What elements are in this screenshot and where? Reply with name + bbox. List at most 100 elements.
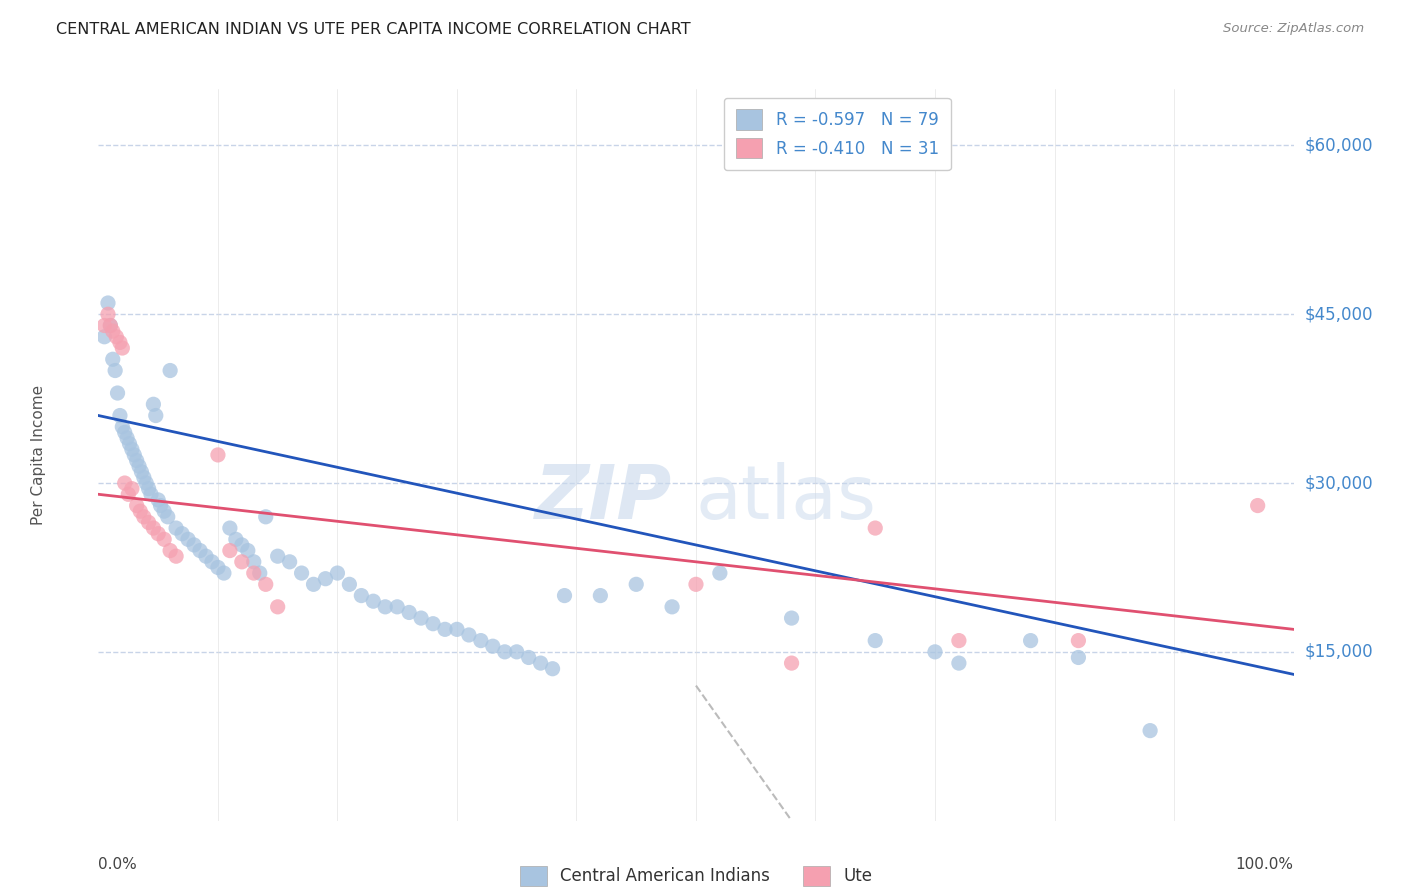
Point (138, 516, 160, 530)
Point (107, 386, 129, 401)
Point (201, 555, 224, 569)
Point (446, 623, 468, 637)
Point (125, 453, 148, 467)
Point (194, 549, 217, 564)
Point (225, 533, 247, 547)
Point (948, 633, 970, 648)
Text: ZIP: ZIP (534, 462, 672, 535)
Point (924, 645, 946, 659)
Point (231, 555, 253, 569)
Point (183, 538, 205, 552)
Point (661, 599, 683, 614)
Point (159, 363, 181, 377)
Point (243, 566, 266, 580)
Point (1019, 633, 1042, 648)
Point (159, 543, 181, 558)
Point (132, 509, 155, 524)
Point (129, 504, 152, 518)
Point (148, 526, 170, 541)
Text: $45,000: $45,000 (1305, 305, 1374, 323)
Point (337, 577, 360, 591)
Point (290, 566, 312, 580)
Point (254, 509, 277, 524)
Point (1246, 499, 1268, 513)
Point (219, 543, 242, 558)
Text: Source: ZipAtlas.com: Source: ZipAtlas.com (1223, 22, 1364, 36)
Point (128, 459, 150, 474)
Point (433, 623, 456, 637)
Point (470, 633, 492, 648)
Point (98, 318, 122, 333)
Point (132, 470, 155, 484)
Point (121, 442, 143, 457)
Point (148, 492, 170, 507)
Point (138, 482, 160, 496)
Point (142, 397, 165, 411)
Point (93, 318, 115, 333)
Point (105, 330, 128, 344)
Point (481, 639, 505, 653)
Text: CENTRAL AMERICAN INDIAN VS UTE PER CAPITA INCOME CORRELATION CHART: CENTRAL AMERICAN INDIAN VS UTE PER CAPIT… (56, 22, 690, 37)
Point (121, 482, 143, 496)
Point (422, 616, 444, 631)
Text: $30,000: $30,000 (1305, 474, 1374, 492)
Point (145, 409, 167, 423)
Point (685, 577, 707, 591)
Point (156, 509, 179, 524)
Point (554, 589, 576, 603)
Point (111, 341, 134, 355)
Point (589, 589, 612, 603)
Point (494, 645, 516, 659)
Point (124, 448, 146, 462)
Point (108, 409, 131, 423)
Point (111, 419, 134, 434)
Point (117, 487, 139, 501)
Point (302, 577, 325, 591)
Point (131, 465, 153, 479)
Point (529, 656, 551, 670)
Point (249, 566, 271, 580)
Point (458, 628, 481, 642)
Point (709, 566, 731, 580)
Point (98, 318, 122, 333)
Point (153, 533, 176, 547)
Point (1067, 633, 1090, 648)
Point (624, 577, 647, 591)
Point (125, 499, 148, 513)
Point (139, 487, 162, 501)
Point (114, 476, 136, 491)
Point (207, 560, 229, 574)
Point (411, 611, 433, 625)
Point (219, 521, 242, 535)
Text: $60,000: $60,000 (1305, 136, 1374, 154)
Point (97, 307, 120, 321)
Point (350, 589, 373, 603)
Point (374, 599, 396, 614)
Point (108, 335, 131, 350)
Point (398, 606, 420, 620)
Point (115, 431, 138, 445)
Point (153, 504, 176, 518)
Point (326, 566, 349, 580)
Point (177, 533, 200, 547)
Point (165, 549, 187, 564)
Point (231, 538, 253, 552)
Text: atlas: atlas (696, 462, 877, 535)
Point (188, 543, 211, 558)
Point (97, 296, 120, 310)
Point (315, 572, 337, 586)
Point (517, 650, 540, 665)
Point (243, 555, 266, 569)
Point (114, 425, 136, 440)
Point (385, 599, 409, 614)
Text: $15,000: $15,000 (1305, 643, 1374, 661)
Point (101, 324, 124, 338)
Point (207, 448, 229, 462)
Point (172, 526, 194, 541)
Point (506, 645, 529, 659)
Point (165, 521, 187, 535)
Point (267, 599, 290, 614)
Text: 100.0%: 100.0% (1236, 857, 1294, 872)
Text: 0.0%: 0.0% (98, 857, 138, 872)
Point (863, 521, 886, 535)
